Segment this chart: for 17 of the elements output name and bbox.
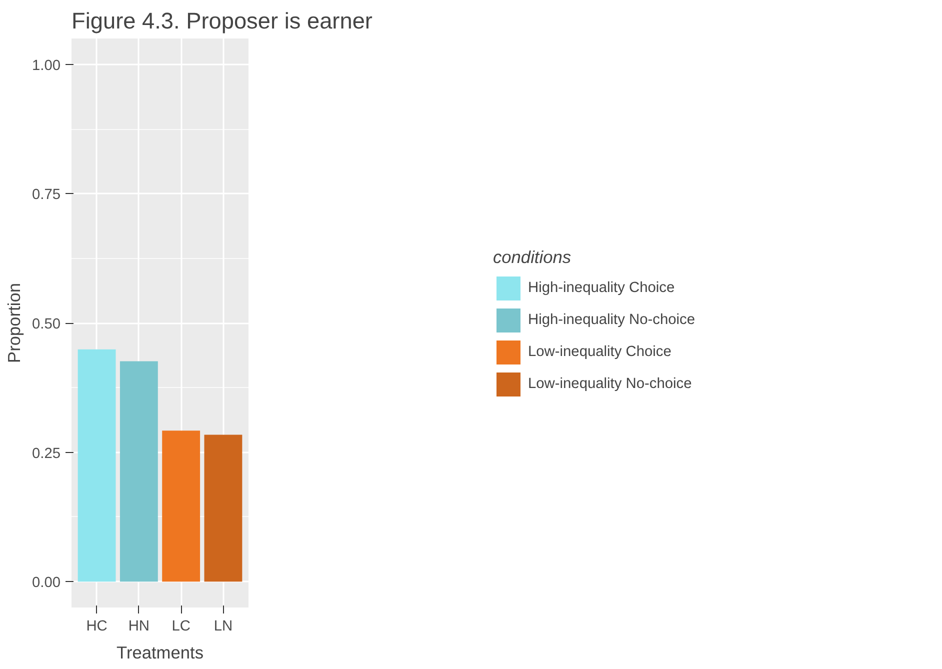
y-tick-label: 0.75 — [32, 187, 61, 204]
x-tick-label: HN — [128, 618, 150, 634]
y-tick-label: 0.50 — [32, 316, 61, 332]
legend-title: conditions — [492, 246, 572, 268]
x-tick-label: HC — [86, 618, 108, 634]
y-tick-label: 0.00 — [32, 575, 61, 592]
legend-label: High-inequality No-choice — [528, 312, 696, 328]
legend-label: Low-inequality Choice — [528, 344, 672, 360]
legend-label: High-inequality Choice — [528, 280, 675, 296]
y-tick-label: 0.25 — [32, 446, 61, 462]
chart-title: Figure 4.3. Proposer is earner — [72, 8, 373, 34]
y-axis-title: Proportion — [4, 283, 24, 363]
x-axis-title: Treatments — [116, 642, 204, 662]
legend-label: Low-inequality No-choice — [528, 376, 692, 392]
y-tick-label: 1.00 — [32, 58, 61, 74]
x-tick-label: LC — [172, 618, 191, 634]
x-tick-label: LN — [214, 618, 233, 634]
